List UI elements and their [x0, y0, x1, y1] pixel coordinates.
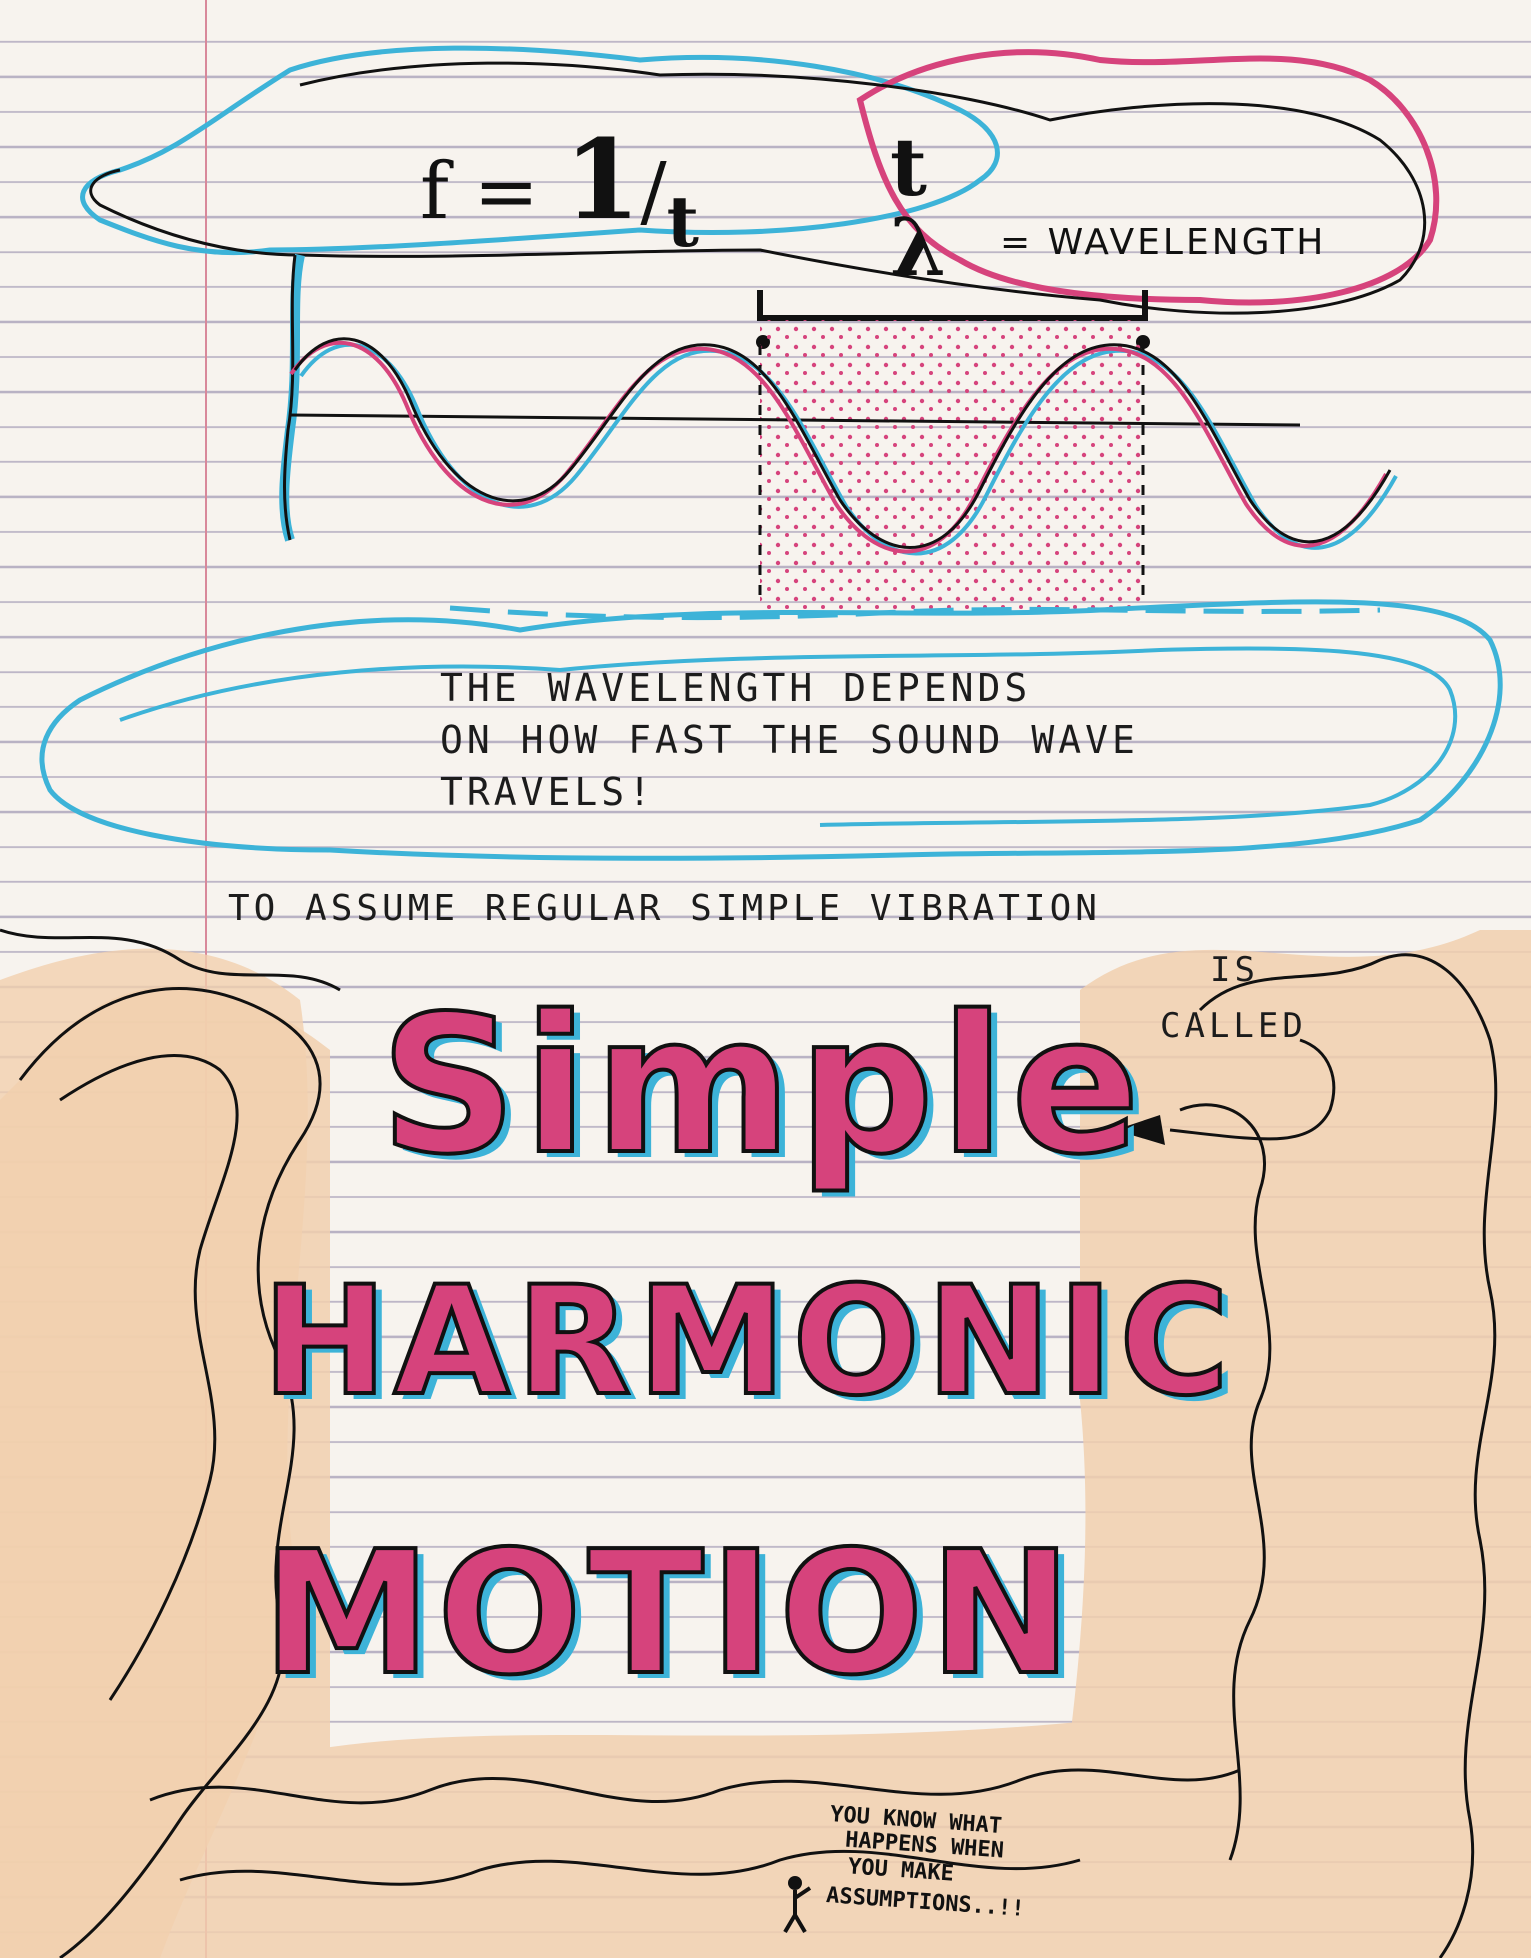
note-line-2: ON HOW FAST THE SOUND WAVE [440, 718, 1139, 762]
is-word: IS [1210, 950, 1259, 990]
formula-slash: / [640, 147, 667, 237]
sine-wave-pink [289, 340, 1388, 554]
stick-figure-body [783, 1886, 812, 1934]
headline-simple: Simple [378, 973, 1146, 1198]
formula-t: t [666, 180, 699, 263]
period-symbol: t [890, 120, 927, 214]
note-line-1: THE WAVELENGTH DEPENDS [440, 666, 1032, 710]
assumption-line: TO ASSUME REGULAR SIMPLE VIBRATION [228, 888, 1101, 929]
peach-left-area [0, 948, 308, 1958]
scribble-border-bottom-2 [179, 1849, 1081, 1886]
note-cloud-blue-inner [119, 646, 1458, 827]
scribble-border-top [0, 928, 341, 992]
called-arrow-line [1169, 1038, 1336, 1141]
note-cloud-blue [39, 599, 1503, 861]
wavelength-bracket [757, 290, 1148, 321]
formula-f: f [420, 147, 449, 237]
scribble-border-left-2 [59, 1054, 239, 1701]
headline-motion: MOTION [260, 1513, 1078, 1715]
scribble-border-right [1198, 953, 1498, 1958]
wavelength-label: = WAVELENGTH [1000, 222, 1327, 263]
formula-equals: = [473, 147, 540, 237]
cloud-outline-pink [856, 49, 1440, 306]
cloud-outline-black [89, 61, 1427, 315]
cloud-outline-blue [80, 45, 1000, 256]
frequency-formula: f = 1/t [420, 115, 699, 263]
note-line-3: TRAVELS! [440, 770, 656, 814]
dotted-region [760, 320, 1145, 610]
sine-wave-black [293, 337, 1392, 549]
headline-harmonic: HARMONIC [260, 1253, 1236, 1431]
scribble-border-left [18, 987, 322, 1958]
called-word: CALLED [1160, 1006, 1307, 1046]
peach-shading [0, 930, 1531, 1958]
cloud-tail-ink [283, 254, 297, 541]
lambda-symbol: λ [890, 200, 947, 294]
scribble-border-right-2 [1179, 1103, 1272, 1861]
scribble-border-bottom [149, 1768, 1241, 1805]
formula-one: 1 [563, 115, 641, 244]
called-arrow-head [1115, 1115, 1165, 1145]
blue-dash-line [449, 605, 1381, 621]
stick-figure-head [788, 1876, 802, 1890]
